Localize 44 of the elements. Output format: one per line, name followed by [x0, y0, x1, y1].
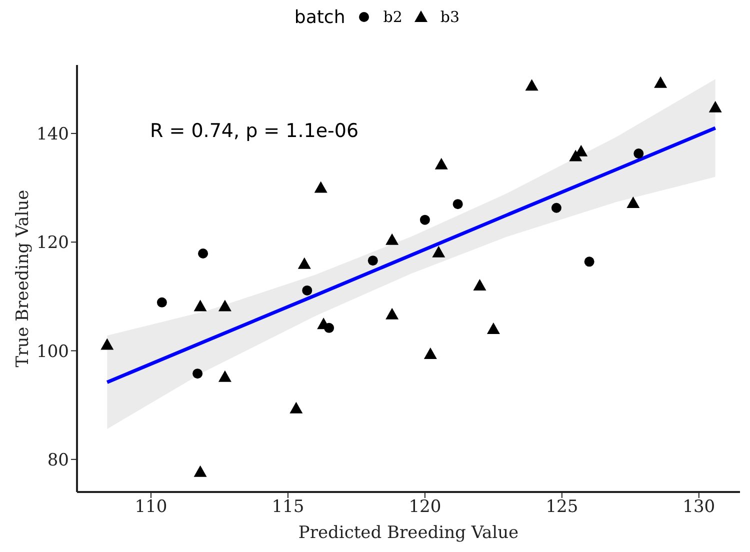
point	[218, 370, 232, 382]
point	[386, 308, 399, 320]
point	[708, 100, 722, 112]
point	[194, 300, 207, 312]
y-tick-label: 120	[36, 233, 69, 254]
point	[420, 214, 430, 225]
point	[386, 233, 399, 245]
point	[302, 285, 312, 296]
point	[368, 256, 378, 266]
x-tick-label: 110	[134, 497, 168, 518]
point	[424, 348, 437, 360]
point	[432, 246, 446, 258]
point	[626, 196, 640, 208]
y-axis-title: True Breeding Value	[13, 190, 34, 368]
y-tick-label: 80	[47, 450, 69, 470]
y-tick-label: 140	[36, 124, 69, 144]
legend-label: b3	[440, 8, 460, 26]
x-tick-label: 130	[682, 497, 716, 518]
x-axis-title: Predicted Breeding Value	[298, 523, 519, 543]
point	[654, 76, 668, 88]
y-tick-label: 100	[36, 342, 69, 362]
point	[525, 79, 538, 91]
point	[473, 279, 486, 291]
point	[198, 248, 208, 259]
point	[156, 297, 167, 308]
point	[314, 181, 328, 193]
point	[194, 465, 207, 477]
legend-title: batch	[294, 6, 346, 28]
x-tick-label: 115	[272, 497, 304, 518]
point	[634, 148, 644, 159]
point	[486, 322, 500, 334]
point	[452, 199, 463, 210]
point	[298, 257, 311, 269]
point	[434, 158, 448, 170]
point	[551, 202, 562, 213]
point	[218, 300, 232, 312]
point	[192, 368, 203, 379]
x-tick-label: 120	[408, 497, 442, 518]
annotation: R = 0.74, p = 1.1e-06	[150, 120, 359, 142]
point	[290, 402, 303, 414]
legend-label: b2	[383, 8, 402, 26]
x-tick-label: 125	[546, 497, 578, 518]
point	[584, 256, 594, 267]
point	[100, 338, 114, 350]
